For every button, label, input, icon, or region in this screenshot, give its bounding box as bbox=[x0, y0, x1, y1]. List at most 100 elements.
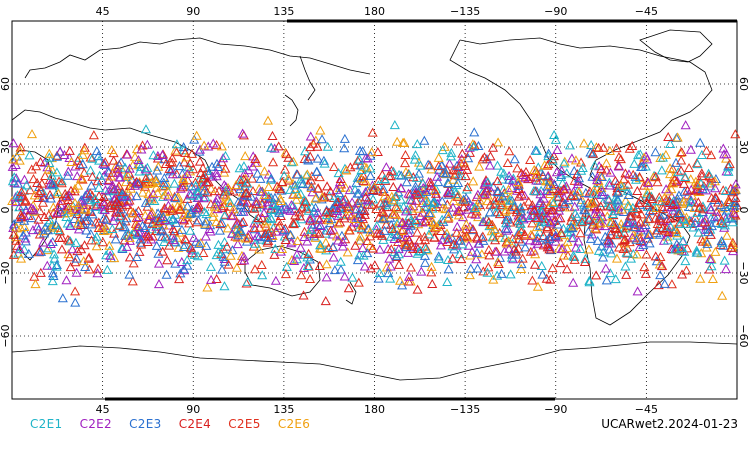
obs-marker bbox=[452, 191, 463, 201]
obs-marker bbox=[302, 236, 313, 246]
obs-marker bbox=[12, 190, 23, 200]
obs-marker bbox=[90, 193, 101, 204]
obs-marker bbox=[730, 129, 741, 139]
obs-marker bbox=[545, 244, 556, 255]
obs-marker bbox=[195, 238, 206, 248]
obs-marker bbox=[122, 186, 133, 196]
obs-marker bbox=[178, 241, 189, 251]
obs-marker bbox=[140, 222, 151, 233]
obs-marker bbox=[233, 230, 244, 240]
obs-marker bbox=[303, 248, 314, 258]
obs-marker bbox=[354, 235, 365, 245]
obs-marker bbox=[490, 235, 501, 245]
obs-marker bbox=[71, 253, 82, 263]
obs-marker bbox=[107, 167, 118, 177]
obs-marker bbox=[552, 219, 563, 229]
obs-marker bbox=[697, 236, 708, 246]
obs-marker bbox=[630, 171, 641, 181]
obs-marker bbox=[648, 202, 659, 212]
obs-marker bbox=[674, 207, 685, 218]
obs-marker bbox=[603, 194, 615, 204]
obs-marker bbox=[56, 244, 67, 254]
obs-marker bbox=[585, 233, 596, 243]
obs-marker bbox=[358, 175, 369, 185]
obs-marker bbox=[7, 161, 18, 171]
obs-marker bbox=[404, 169, 415, 179]
lon-tick-label: 45 bbox=[96, 5, 110, 18]
obs-marker bbox=[64, 252, 75, 262]
obs-marker bbox=[251, 214, 262, 224]
obs-marker bbox=[250, 238, 261, 248]
obs-marker bbox=[680, 215, 691, 225]
lon-tick-label: −45 bbox=[635, 5, 658, 18]
obs-marker bbox=[403, 188, 414, 198]
obs-marker bbox=[82, 215, 93, 225]
obs-marker bbox=[308, 206, 320, 216]
obs-marker bbox=[328, 161, 340, 171]
obs-marker bbox=[585, 147, 596, 157]
obs-marker bbox=[120, 230, 131, 240]
obs-marker bbox=[85, 165, 96, 175]
obs-marker bbox=[660, 149, 671, 159]
obs-marker bbox=[421, 186, 432, 196]
obs-marker bbox=[365, 227, 376, 237]
obs-marker bbox=[697, 217, 708, 227]
obs-marker bbox=[513, 191, 524, 201]
obs-marker bbox=[566, 190, 577, 201]
obs-marker bbox=[164, 163, 175, 173]
obs-marker bbox=[519, 190, 530, 200]
obs-marker bbox=[107, 223, 118, 233]
obs-marker bbox=[283, 152, 294, 162]
obs-marker bbox=[302, 154, 313, 164]
obs-marker bbox=[230, 231, 241, 241]
obs-marker bbox=[297, 202, 308, 212]
obs-marker bbox=[450, 186, 461, 196]
obs-marker bbox=[76, 244, 87, 254]
obs-marker bbox=[48, 180, 59, 190]
obs-marker bbox=[291, 249, 302, 259]
obs-marker bbox=[320, 225, 331, 235]
obs-marker bbox=[531, 175, 542, 185]
obs-marker bbox=[200, 216, 212, 226]
obs-marker bbox=[678, 235, 689, 245]
obs-marker bbox=[400, 157, 411, 168]
obs-marker bbox=[429, 197, 440, 207]
obs-marker bbox=[426, 164, 437, 174]
obs-marker bbox=[635, 149, 646, 159]
obs-marker bbox=[205, 226, 216, 236]
obs-marker bbox=[594, 213, 605, 223]
obs-marker bbox=[257, 213, 268, 223]
obs-marker bbox=[190, 177, 201, 187]
obs-marker bbox=[474, 195, 485, 205]
obs-marker bbox=[686, 197, 697, 207]
obs-marker bbox=[414, 235, 425, 245]
obs-marker bbox=[525, 154, 536, 165]
obs-marker bbox=[512, 163, 523, 173]
obs-marker bbox=[36, 178, 47, 188]
obs-marker bbox=[235, 175, 247, 186]
obs-marker bbox=[219, 236, 230, 247]
obs-marker bbox=[404, 235, 415, 245]
obs-marker bbox=[395, 233, 407, 243]
obs-marker bbox=[705, 204, 716, 214]
obs-marker bbox=[267, 230, 278, 241]
obs-marker bbox=[578, 138, 590, 148]
obs-marker bbox=[213, 247, 224, 257]
obs-marker bbox=[314, 172, 325, 182]
legend-item-c2e1: C2E1 bbox=[30, 417, 63, 431]
obs-marker bbox=[385, 171, 396, 181]
obs-marker bbox=[122, 149, 133, 159]
obs-marker bbox=[486, 220, 497, 230]
obs-marker bbox=[698, 204, 709, 214]
obs-marker bbox=[308, 138, 319, 148]
obs-marker bbox=[121, 241, 132, 251]
obs-marker bbox=[412, 139, 423, 149]
obs-marker bbox=[397, 137, 409, 147]
obs-marker bbox=[531, 221, 543, 232]
obs-marker bbox=[311, 166, 322, 176]
obs-marker bbox=[720, 185, 731, 195]
obs-marker bbox=[554, 243, 565, 253]
obs-marker bbox=[467, 139, 478, 149]
obs-marker bbox=[162, 233, 173, 243]
obs-marker bbox=[315, 220, 326, 230]
